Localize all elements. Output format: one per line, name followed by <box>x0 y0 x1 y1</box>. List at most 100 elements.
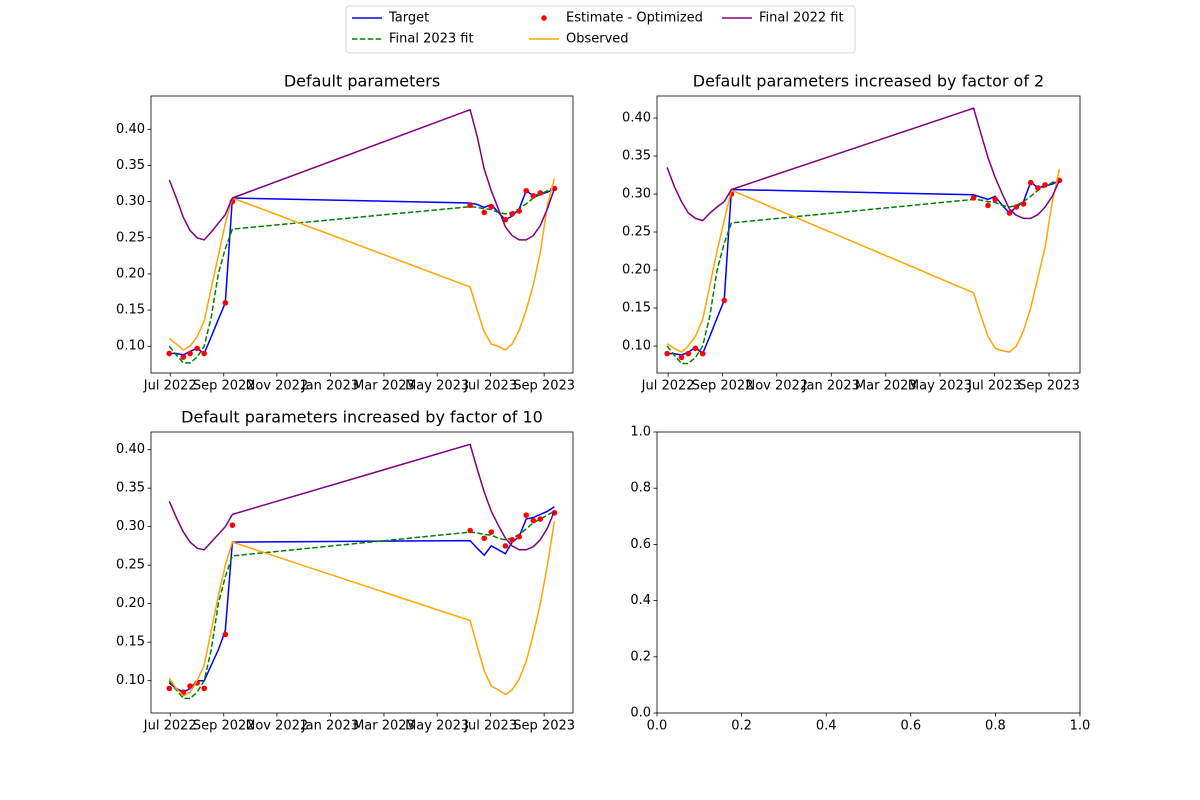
x-tick-label: Jul 2023 <box>463 379 517 394</box>
estimate-point <box>523 512 530 518</box>
legend-label: Target <box>388 11 429 26</box>
y-tick-label: 0.2 <box>630 649 651 664</box>
x-tick-label: May 2023 <box>908 379 972 394</box>
y-tick-label: 0.10 <box>116 673 145 688</box>
legend-label: Observed <box>566 32 629 47</box>
series-line <box>168 510 555 700</box>
x-tick-label: Mar 2023 <box>855 379 917 394</box>
x-tick-label: Mar 2023 <box>353 379 415 394</box>
x-tick-label: Jul 2023 <box>967 379 1021 394</box>
x-tick-label: Mar 2023 <box>353 719 415 734</box>
estimate-point <box>516 208 522 214</box>
axes-frame <box>656 95 1081 374</box>
estimate-point <box>488 203 495 210</box>
estimate-point <box>166 350 173 357</box>
estimate-point <box>166 685 173 692</box>
legend-label: Estimate - Optimized <box>566 11 703 26</box>
estimate-point <box>222 631 229 638</box>
estimate-point <box>537 516 544 522</box>
estimate-point <box>537 190 544 196</box>
estimate-point <box>488 529 495 535</box>
estimate-point <box>481 209 488 216</box>
x-tick-label: Sep 2022 <box>193 719 255 734</box>
x-tick-label: 0.0 <box>647 719 668 734</box>
estimate-point <box>678 354 685 361</box>
x-tick-label: Sep 2023 <box>1018 379 1080 394</box>
axes-title: Default parameters increased by factor o… <box>181 408 543 427</box>
x-tick-label: Sep 2022 <box>692 379 754 394</box>
y-tick-label: 0.20 <box>116 266 145 281</box>
estimate-point <box>502 216 509 223</box>
y-tick-label: 0.30 <box>116 194 145 209</box>
series-line <box>168 108 556 241</box>
y-tick-label: 0.35 <box>622 149 651 164</box>
x-tick-label: May 2023 <box>405 719 469 734</box>
series-line <box>666 178 1060 365</box>
x-tick-label: 1.0 <box>1070 719 1091 734</box>
y-tick-label: 0.25 <box>116 558 145 573</box>
y-tick-label: 0.0 <box>630 706 651 721</box>
x-tick-label: Jan 2023 <box>301 379 359 394</box>
x-tick-label: Jul 2022 <box>143 379 197 394</box>
axes-background <box>151 432 573 713</box>
x-tick-label: Jul 2023 <box>463 719 517 734</box>
series-line <box>168 178 556 351</box>
estimate-point <box>685 350 692 357</box>
axes-background <box>151 96 573 373</box>
estimate-point <box>516 533 522 540</box>
axes-title: Default parameters increased by factor o… <box>693 72 1044 91</box>
plot-area <box>166 108 558 364</box>
estimate-point <box>222 300 229 306</box>
x-tick-label: Jan 2023 <box>802 379 860 394</box>
series-line <box>666 107 1061 222</box>
estimate-point <box>551 185 558 192</box>
estimate-point <box>194 345 200 352</box>
estimate-point <box>187 350 193 357</box>
y-tick-label: 0.20 <box>622 263 651 278</box>
x-tick-label: Nov 2022 <box>745 379 808 394</box>
estimate-point <box>229 522 236 528</box>
estimate-point <box>970 195 977 201</box>
plot-area <box>166 443 558 700</box>
estimate-point <box>187 683 193 689</box>
y-tick-label: 0.25 <box>622 225 651 240</box>
y-tick-label: 0.25 <box>116 230 145 245</box>
x-tick-label: Sep 2022 <box>193 379 255 394</box>
estimate-point <box>530 193 537 199</box>
estimate-point <box>530 517 537 524</box>
x-tick-label: Jan 2023 <box>301 719 359 734</box>
legend-label: Final 2023 fit <box>389 32 474 47</box>
estimate-point <box>467 202 473 209</box>
estimate-point <box>180 354 187 360</box>
estimate-point <box>481 535 488 542</box>
estimate-point <box>201 350 207 357</box>
estimate-point <box>721 297 728 304</box>
estimate-point <box>1020 201 1027 207</box>
estimate-point <box>992 196 998 203</box>
axes-title: Default parameters <box>284 72 440 91</box>
x-tick-label: 0.2 <box>731 719 752 734</box>
y-tick-label: 0.40 <box>622 111 651 126</box>
y-tick-label: 0.10 <box>622 339 651 354</box>
estimate-point <box>1035 185 1041 191</box>
y-tick-label: 0.10 <box>116 339 145 354</box>
axes-frame <box>150 95 574 374</box>
y-tick-label: 0.4 <box>630 593 651 608</box>
estimate-point <box>699 350 706 357</box>
estimate-point <box>201 685 207 692</box>
series-line <box>168 521 556 698</box>
y-tick-label: 0.30 <box>622 187 651 202</box>
series-line <box>168 186 555 364</box>
axes-frame <box>656 431 1081 714</box>
axes-frame <box>150 431 574 714</box>
y-tick-label: 0.35 <box>116 481 145 496</box>
x-tick-label: Sep 2023 <box>513 379 575 394</box>
y-tick-label: 0.20 <box>116 596 145 611</box>
y-tick-label: 0.40 <box>116 442 145 457</box>
y-tick-label: 0.15 <box>116 635 145 650</box>
y-tick-label: 0.15 <box>622 301 651 316</box>
x-tick-label: Nov 2022 <box>246 719 309 734</box>
x-tick-label: May 2023 <box>405 379 469 394</box>
estimate-point <box>1027 179 1034 186</box>
